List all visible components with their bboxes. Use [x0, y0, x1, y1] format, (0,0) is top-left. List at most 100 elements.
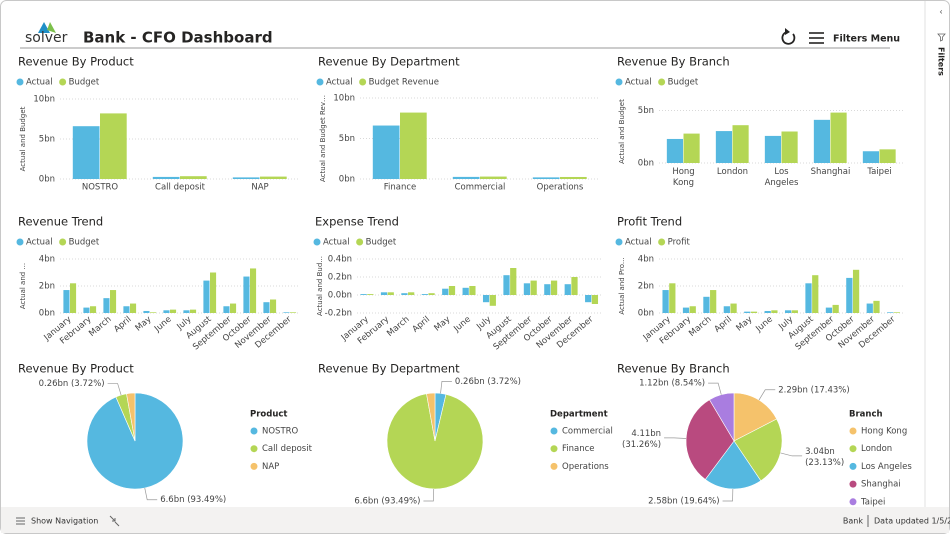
bar: [452, 176, 480, 179]
legend-marker: [550, 427, 558, 435]
data-label: 1.12bn (8.54%): [639, 379, 705, 389]
bar: [232, 177, 260, 179]
bar: [732, 125, 749, 163]
bar: [183, 310, 190, 313]
legend-label: NOSTRO: [262, 427, 299, 437]
legend-marker: [250, 427, 258, 435]
bar: [715, 131, 732, 163]
bar: [564, 284, 571, 295]
leader-line: [440, 381, 452, 394]
legend-label: London: [861, 444, 892, 454]
bar: [530, 280, 537, 295]
filters-pane-label[interactable]: Filters: [937, 47, 946, 76]
legend-label: Commercial: [562, 427, 613, 437]
bar: [408, 292, 415, 295]
collapse-icon[interactable]: ‹: [939, 8, 943, 18]
legend-label: Operations: [562, 462, 609, 472]
bar: [503, 275, 510, 295]
x-tick-label: NOSTRO: [82, 183, 119, 193]
bar: [260, 176, 287, 179]
bar: [442, 288, 449, 295]
y-tick-label: 0.2bn: [328, 273, 352, 283]
legend-title: Product: [250, 410, 288, 420]
data-label: 6.6bn (93.49%): [354, 496, 420, 506]
nav-icon[interactable]: [16, 517, 25, 525]
bar: [489, 295, 496, 306]
bar: [360, 294, 367, 295]
legend-title: Department: [550, 410, 608, 420]
chart-title: Expense Trend: [315, 215, 399, 229]
bar: [283, 312, 290, 313]
legend-label: Actual: [625, 78, 652, 88]
chart-title: Revenue By Department: [318, 362, 460, 376]
x-tick-label: NAP: [251, 183, 268, 193]
bar: [682, 307, 690, 313]
bar: [683, 133, 700, 163]
legend-title: Branch: [849, 410, 883, 420]
bar: [764, 310, 771, 313]
bar: [428, 293, 435, 295]
legend-label: Actual: [326, 78, 353, 88]
bar: [830, 112, 847, 163]
leader-line: [144, 487, 158, 501]
data-updated: Data updated 1/5/21: [874, 517, 950, 526]
y-axis-title: Actual and Budget Rev…: [319, 95, 327, 182]
bar: [750, 311, 758, 313]
bar: [784, 310, 792, 313]
chart-title: Revenue By Product: [18, 362, 134, 376]
x-tick-label: Call deposit: [155, 183, 206, 193]
legend-marker: [356, 238, 364, 246]
bar: [846, 277, 853, 313]
chart-title: Revenue Trend: [18, 215, 103, 229]
y-tick-label: 2bn: [39, 282, 55, 292]
bar: [710, 290, 717, 313]
y-tick-label: -0.2bn: [325, 309, 352, 319]
legend-label: Budget: [668, 78, 699, 88]
menu-icon[interactable]: [809, 32, 824, 44]
legend-marker: [615, 238, 623, 246]
filters-menu[interactable]: Filters Menu: [833, 34, 900, 45]
bar: [70, 283, 77, 313]
legend-marker: [849, 427, 857, 435]
x-tick-label: Operations: [537, 183, 584, 193]
bar: [480, 176, 507, 179]
bar: [544, 284, 551, 295]
fit-icon[interactable]: [109, 515, 120, 527]
leader-line: [758, 389, 776, 401]
refresh-button[interactable]: [781, 28, 796, 45]
data-label: 6.6bn (93.49%): [160, 495, 226, 505]
bar: [263, 302, 270, 313]
chart-bar: Revenue By Department Actual Budget Revenu…: [316, 55, 600, 193]
bar: [203, 280, 210, 313]
bar: [290, 312, 297, 313]
legend-label: Call deposit: [262, 444, 313, 454]
leader-line: [708, 382, 722, 395]
legend-label: Los Angeles: [861, 462, 912, 472]
legend-label: Actual: [323, 238, 350, 248]
legend-marker: [313, 238, 321, 246]
bar: [813, 119, 830, 163]
legend-marker: [16, 78, 24, 86]
bar: [482, 295, 490, 303]
logo-text: solver: [25, 30, 68, 46]
filter-icon: [937, 33, 946, 42]
bar: [852, 269, 860, 313]
bar: [832, 304, 839, 313]
y-tick-label: 2bn: [638, 282, 654, 292]
y-tick-label: 4bn: [638, 255, 654, 265]
chart-pie: Revenue By Department Department Commercia…: [318, 362, 613, 507]
bar: [462, 287, 469, 295]
legend-label: Actual: [26, 78, 53, 88]
bar: [812, 275, 819, 313]
footer: [1, 507, 949, 533]
bar: [243, 276, 250, 313]
y-axis-title: Actual and Budget: [19, 106, 27, 171]
leader-line: [664, 437, 687, 439]
legend-marker: [16, 238, 24, 246]
show-navigation[interactable]: Show Navigation: [31, 517, 98, 526]
y-tick-label: 0bn: [39, 309, 55, 319]
bar: [72, 126, 100, 179]
y-axis-title: Actual and Budget: [618, 99, 626, 164]
y-tick-label: 0bn: [638, 159, 654, 169]
